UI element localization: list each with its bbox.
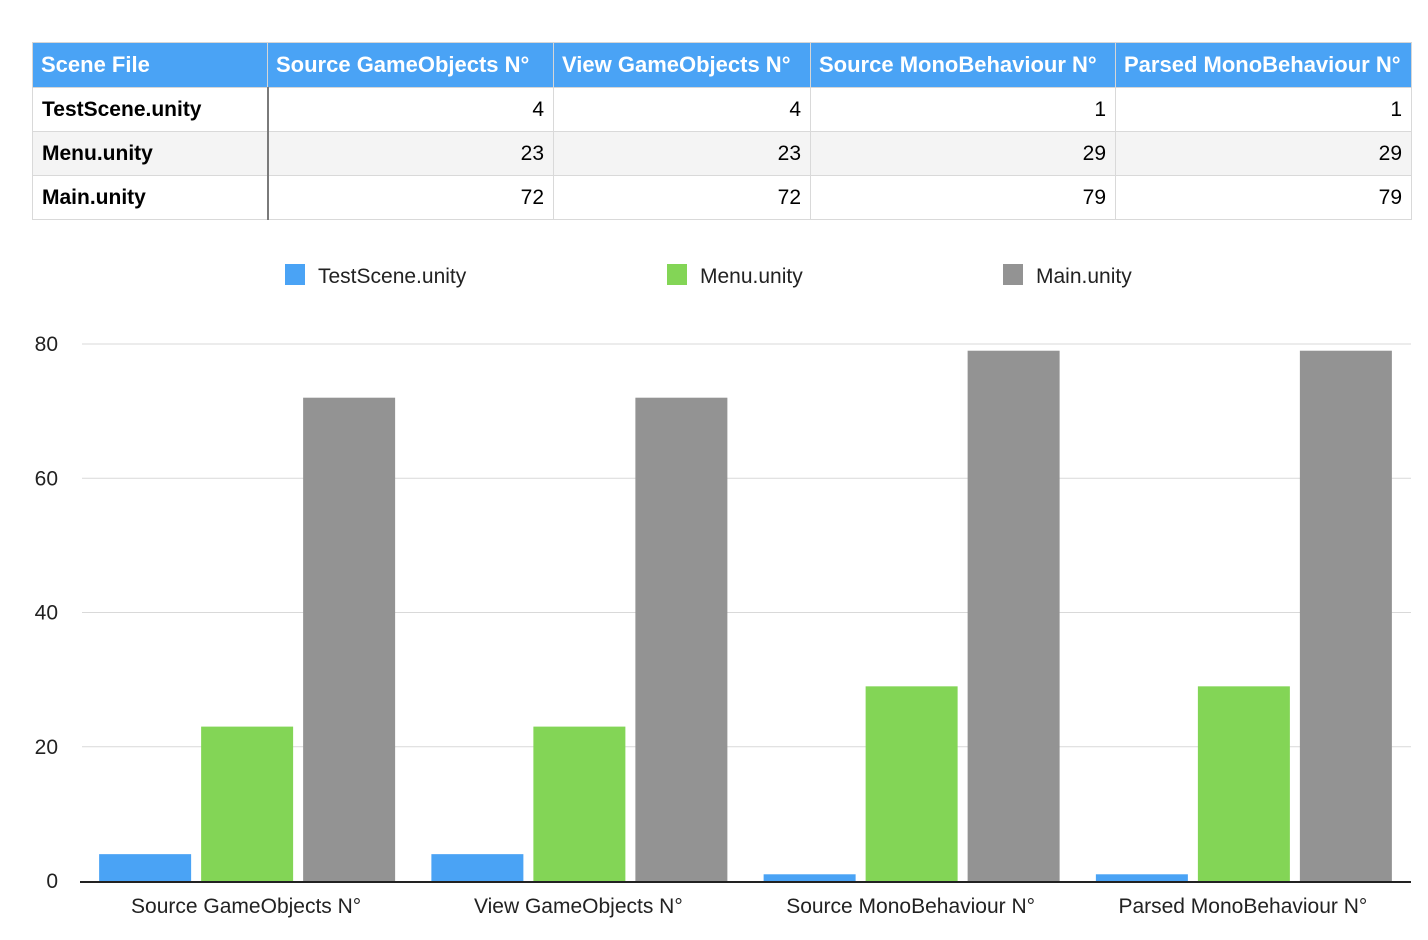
table-cell[interactable]: 23 — [553, 131, 811, 176]
bar-chart: 0 20 40 60 80 Source GameObjects N° View GameO… — [35, 264, 1411, 918]
bar[interactable] — [201, 726, 294, 881]
table-cell[interactable]: TestScene.unity — [32, 87, 269, 132]
table-row: TestScene.unity 4 4 1 1 — [32, 87, 1412, 132]
y-tick-label: 80 — [35, 333, 58, 356]
header-source-gameobjects[interactable]: Source GameObjects N° — [267, 42, 554, 88]
bar[interactable] — [763, 874, 856, 881]
header-parsed-monobehaviour[interactable]: Parsed MonoBehaviour N° — [1115, 42, 1412, 88]
header-source-monobehaviour[interactable]: Source MonoBehaviour N° — [810, 42, 1116, 88]
table-header-row: Scene File Source GameObjects N° View Ga… — [32, 42, 1412, 88]
header-scene-file[interactable]: Scene File — [32, 42, 268, 88]
x-tick-label: Parsed MonoBehaviour N° — [1118, 895, 1367, 918]
x-tick-label: Source GameObjects N° — [131, 895, 361, 918]
table-cell[interactable]: 29 — [810, 131, 1116, 176]
table-row: Menu.unity 23 23 29 29 — [32, 131, 1412, 176]
table-cell[interactable]: 4 — [267, 87, 554, 132]
bar[interactable] — [303, 397, 396, 881]
bar[interactable] — [99, 854, 192, 881]
bar[interactable] — [967, 350, 1060, 881]
legend-label[interactable]: Menu.unity — [700, 265, 803, 288]
table-cell[interactable]: 72 — [553, 175, 811, 220]
bar[interactable] — [865, 686, 958, 881]
legend-label[interactable]: TestScene.unity — [318, 265, 467, 288]
bar[interactable] — [533, 726, 626, 881]
legend-swatch — [667, 264, 687, 285]
table-cell[interactable]: Main.unity — [32, 175, 269, 220]
bar[interactable] — [1299, 350, 1392, 881]
y-tick-label: 60 — [35, 467, 58, 490]
legend-label[interactable]: Main.unity — [1036, 265, 1132, 288]
x-tick-label: View GameObjects N° — [474, 895, 683, 918]
table-cell[interactable]: 29 — [1115, 131, 1412, 176]
x-tick-label: Source MonoBehaviour N° — [786, 895, 1035, 918]
y-tick-label: 40 — [35, 602, 58, 625]
legend-swatch — [285, 264, 305, 285]
bar[interactable] — [635, 397, 728, 881]
table-cell[interactable]: Menu.unity — [32, 131, 269, 176]
bar[interactable] — [431, 854, 524, 881]
table-cell[interactable]: 72 — [267, 175, 554, 220]
table-cell[interactable]: 79 — [1115, 175, 1412, 220]
table-cell[interactable]: 1 — [810, 87, 1116, 132]
table-cell[interactable]: 79 — [810, 175, 1116, 220]
header-view-gameobjects[interactable]: View GameObjects N° — [553, 42, 811, 88]
data-table: Scene File Source GameObjects N° View Ga… — [32, 42, 1412, 220]
bar[interactable] — [1095, 874, 1188, 881]
table-cell[interactable]: 1 — [1115, 87, 1412, 132]
table-row: Main.unity 72 72 79 79 — [32, 175, 1412, 220]
y-tick-label: 20 — [35, 736, 58, 759]
table-cell[interactable]: 4 — [553, 87, 811, 132]
y-tick-label: 0 — [46, 870, 58, 893]
table-cell[interactable]: 23 — [267, 131, 554, 176]
legend-swatch — [1003, 264, 1023, 285]
bar[interactable] — [1197, 686, 1290, 881]
